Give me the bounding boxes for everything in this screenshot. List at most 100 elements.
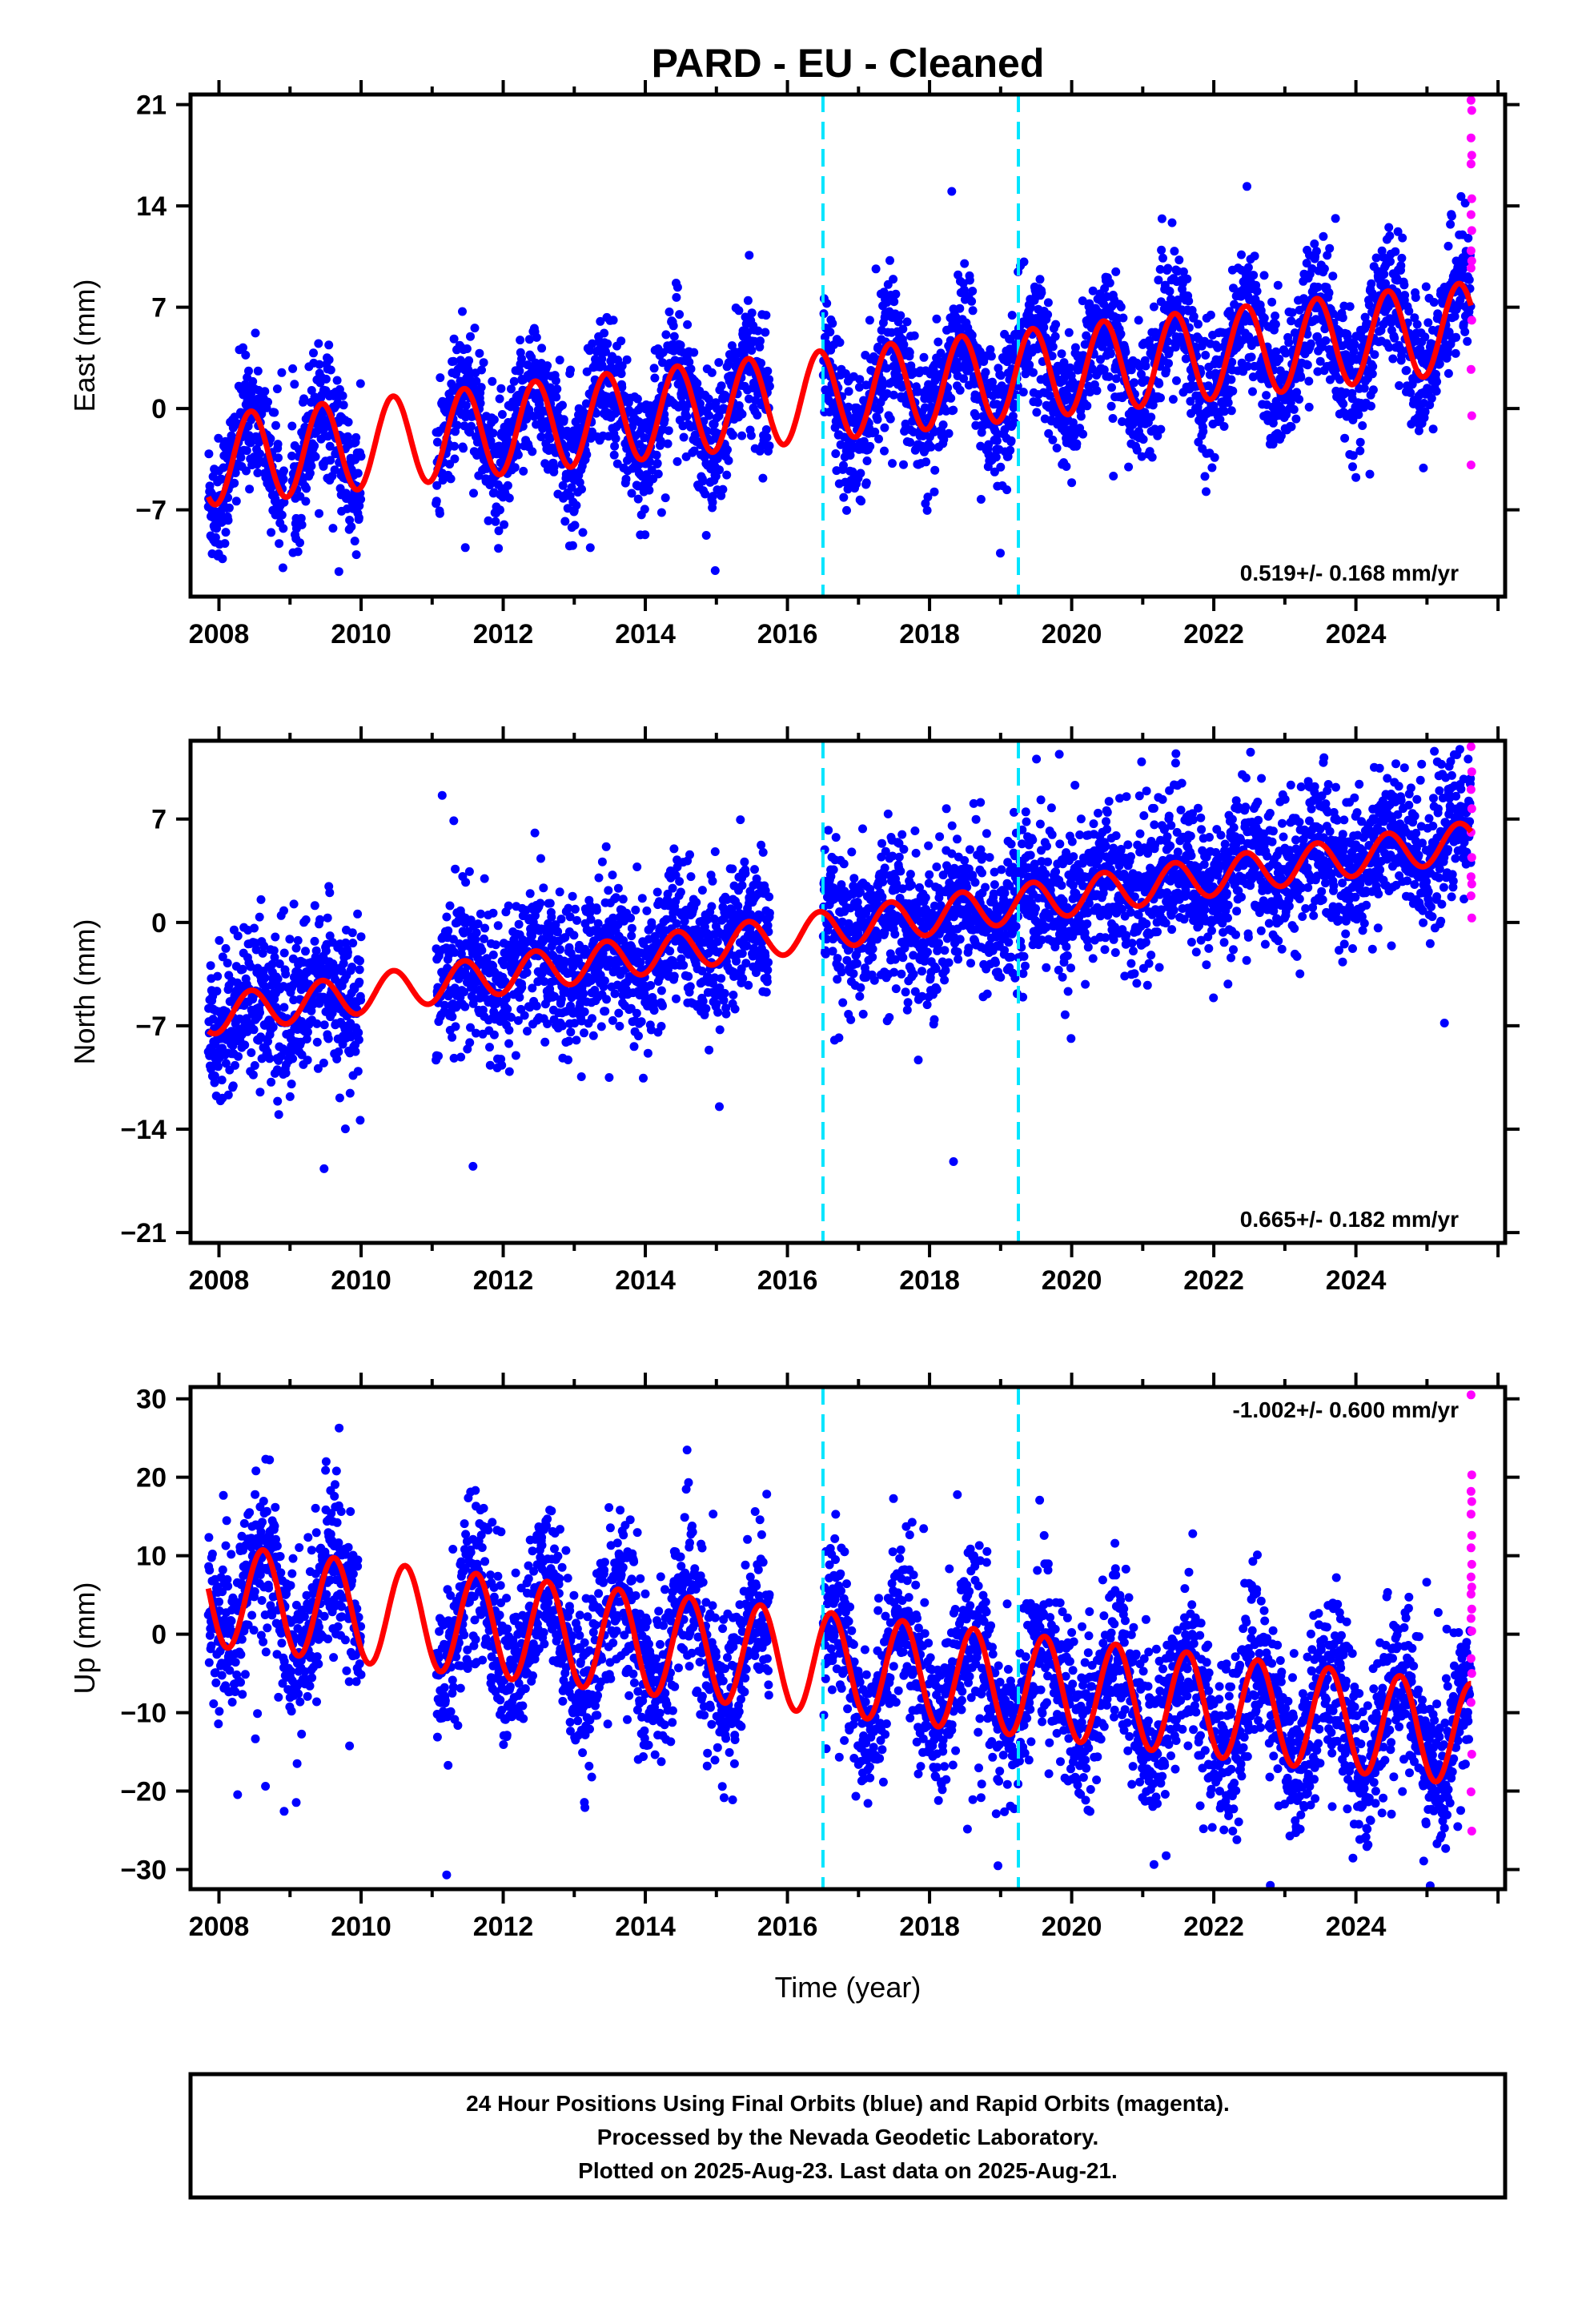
x-tick-label: 2016 <box>757 619 818 649</box>
final-orbit-point <box>579 989 588 999</box>
final-orbit-point <box>503 1004 512 1014</box>
final-orbit-point <box>497 410 507 419</box>
final-orbit-point <box>1247 352 1256 362</box>
final-orbit-point <box>1130 378 1139 388</box>
final-orbit-point <box>255 449 264 459</box>
final-orbit-point <box>569 931 579 940</box>
final-orbit-point <box>665 308 674 316</box>
final-orbit-point <box>1443 368 1453 378</box>
chart-title: PARD - EU - Cleaned <box>652 41 1045 86</box>
final-orbit-point <box>842 505 851 515</box>
final-orbit-point <box>238 964 247 974</box>
final-orbit-point <box>248 376 258 386</box>
final-orbit-point <box>1037 288 1046 297</box>
final-orbit-point <box>525 889 535 899</box>
final-orbit-point <box>885 255 894 265</box>
final-orbit-point <box>479 358 488 368</box>
final-orbit-point <box>1227 375 1236 384</box>
final-orbit-point <box>585 543 595 553</box>
final-orbit-point <box>570 904 580 914</box>
final-orbit-point <box>1446 219 1456 229</box>
final-orbit-point <box>610 441 620 451</box>
final-orbit-point <box>552 392 561 402</box>
final-orbit-point <box>295 492 305 501</box>
final-orbit-point <box>693 379 702 388</box>
final-orbit-point <box>889 275 898 284</box>
rapid-orbit-point <box>1466 246 1476 255</box>
final-orbit-point <box>488 908 498 918</box>
final-orbit-point <box>649 364 659 373</box>
final-orbit-point <box>1443 241 1453 251</box>
final-orbit-point <box>279 497 289 507</box>
final-orbit-point <box>1219 422 1229 431</box>
final-orbit-point <box>761 328 770 337</box>
final-orbit-point <box>1248 387 1257 396</box>
final-orbit-point <box>1199 427 1208 436</box>
rapid-orbit-point <box>1467 106 1476 115</box>
final-orbit-point <box>301 915 311 924</box>
final-orbit-point <box>462 344 472 353</box>
rapid-orbit-point <box>1466 95 1476 105</box>
final-orbit-point <box>274 453 283 463</box>
final-orbit-point <box>253 366 263 376</box>
rapid-orbit-point <box>1466 263 1476 273</box>
final-orbit-point <box>451 1022 460 1031</box>
y-tick-label: 0 <box>151 394 167 424</box>
final-orbit-point <box>1428 424 1438 434</box>
final-orbit-point <box>1043 310 1053 320</box>
final-orbit-point <box>273 974 283 983</box>
final-orbit-point <box>1421 282 1431 292</box>
final-orbit-point <box>513 450 523 460</box>
final-orbit-point <box>287 451 296 460</box>
final-orbit-point <box>1339 399 1348 408</box>
final-orbit-point <box>888 459 897 468</box>
final-orbit-point <box>273 440 283 449</box>
final-orbit-point <box>745 251 754 260</box>
final-orbit-point <box>955 304 965 313</box>
final-orbit-point <box>675 310 685 320</box>
final-orbit-point <box>291 943 301 953</box>
final-orbit-point <box>449 816 459 826</box>
final-orbit-point <box>435 509 444 518</box>
final-orbit-point <box>242 466 251 476</box>
final-orbit-point <box>255 1007 264 1017</box>
final-orbit-point <box>213 1062 223 1072</box>
final-orbit-point <box>461 400 471 410</box>
final-orbit-point <box>746 431 756 440</box>
final-orbit-point <box>1076 412 1086 421</box>
final-orbit-point <box>1146 412 1156 422</box>
x-tick-label: 2018 <box>899 619 960 649</box>
final-orbit-point <box>889 390 898 400</box>
final-orbit-point <box>1452 332 1461 342</box>
final-orbit-point <box>476 909 485 919</box>
final-orbit-point <box>212 524 221 533</box>
final-orbit-point <box>536 854 545 863</box>
final-orbit-point <box>592 906 601 915</box>
final-orbit-point <box>545 899 555 908</box>
final-orbit-point <box>354 1035 363 1044</box>
final-orbit-point <box>220 539 230 549</box>
final-orbit-point <box>1304 402 1314 412</box>
final-orbit-point <box>996 462 1006 472</box>
final-orbit-point <box>289 899 299 909</box>
final-orbit-point <box>255 1088 265 1097</box>
final-orbit-point <box>537 344 547 353</box>
final-orbit-point <box>480 923 490 933</box>
final-orbit-point <box>1311 247 1321 256</box>
final-orbit-point <box>488 376 497 386</box>
y-tick-label: −7 <box>135 496 167 526</box>
rapid-orbit-point <box>1466 364 1476 374</box>
final-orbit-point <box>536 899 545 908</box>
final-orbit-point <box>921 457 931 467</box>
final-orbit-point <box>1116 329 1126 339</box>
final-orbit-point <box>1057 349 1066 359</box>
final-orbit-point <box>504 1025 514 1035</box>
y-tick-label: 21 <box>136 90 167 121</box>
final-orbit-point <box>1066 363 1075 372</box>
final-orbit-point <box>686 364 696 374</box>
final-orbit-point <box>245 485 255 494</box>
final-orbit-point <box>224 503 234 513</box>
final-orbit-point <box>504 1039 514 1048</box>
final-orbit-point <box>251 328 260 338</box>
final-orbit-point <box>1092 386 1102 396</box>
